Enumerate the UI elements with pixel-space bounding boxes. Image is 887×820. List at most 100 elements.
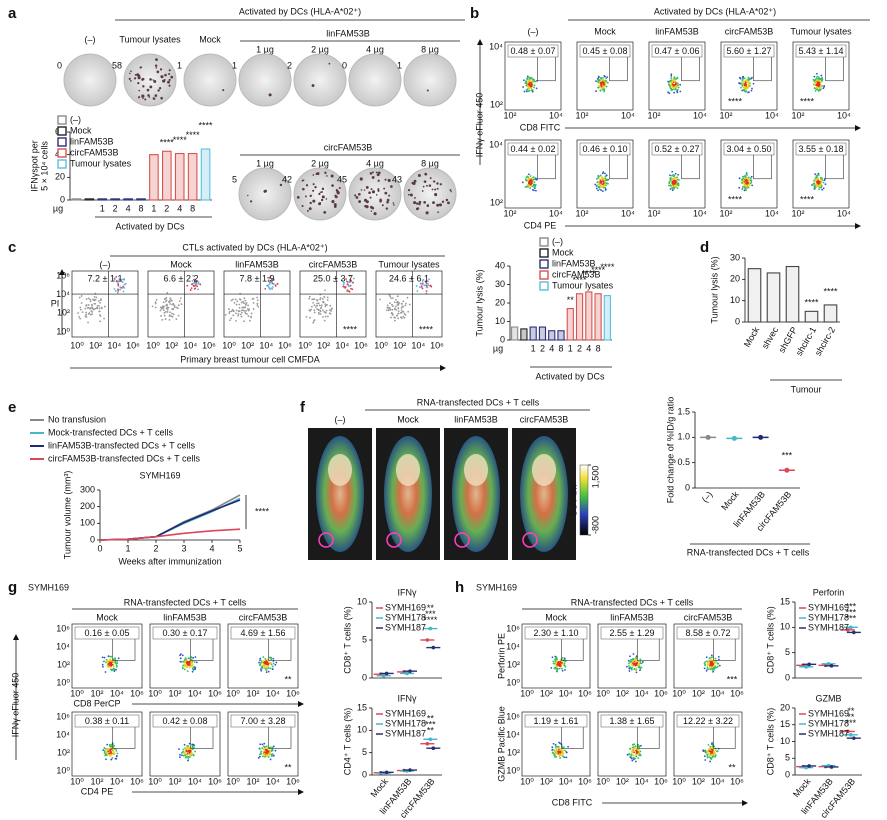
event-dot [750,180,753,183]
event-dot [812,78,815,81]
gate-box [651,44,703,58]
spot [386,198,390,202]
event-dot [187,657,190,660]
legend-swatch [539,237,549,247]
event-dot [635,669,638,671]
event-dot [319,313,322,315]
event-dot [394,316,396,319]
event-dot [154,301,157,304]
event-dot [705,656,708,659]
event-dot [604,82,607,84]
event-dot [744,174,746,177]
y-tick-label: 10 [357,596,367,606]
spot [363,189,366,191]
event-dot [387,306,390,309]
event-dot [162,301,165,304]
event-dot [419,282,422,285]
event-dot [166,309,169,311]
event-dot [600,189,603,192]
event-dot [823,85,826,88]
spot [369,172,373,175]
event-dot [88,312,91,314]
y-axis-label: PI [51,298,60,308]
event-dot [243,297,246,300]
event-dot [162,309,165,312]
event-dot [237,314,239,317]
event-dot [96,307,99,310]
axis-tick-label: 10⁰ [148,776,162,786]
event-dot [551,749,553,751]
event-dot [670,89,673,91]
spot [325,175,328,177]
event-dot [600,176,603,178]
bar [557,330,565,341]
event-dot [402,310,405,313]
spot [415,207,419,211]
event-dot [669,85,671,88]
event-dot [230,310,233,313]
y-tick-label: 20 [730,274,740,284]
model-label: SYMH169 [28,582,69,592]
spot [137,96,141,99]
event-dot [155,298,158,301]
gate-value: 6.6 ± 2.2 [164,273,199,283]
event-dot [401,302,403,305]
event-dot [595,187,598,190]
event-dot [669,188,672,190]
event-dot [708,756,711,758]
bar [136,198,146,201]
event-dot [673,182,676,185]
event-dot [177,314,180,317]
axis-tick-label: 10² [317,340,330,350]
spot [304,195,307,198]
event-dot [199,283,202,286]
axis-tick-label: 10² [246,776,259,786]
spot [333,205,337,208]
spot [168,69,171,72]
event-dot [745,80,748,82]
event-dot [714,666,717,669]
axis-tick-label: 10⁰ [520,688,534,698]
event-dot [102,660,105,663]
event-dot [425,290,428,292]
event-dot [183,663,186,666]
event-dot [182,754,185,757]
event-dot [108,664,111,667]
event-dot [110,758,113,761]
gate-value: 8.58 ± 0.72 [686,628,731,638]
event-dot [267,665,270,667]
spot [155,67,158,69]
event-dot [237,310,240,313]
event-dot [314,306,317,308]
event-dot [244,299,247,302]
event-dot [116,291,119,294]
axis-tick-label: 10⁰ [226,776,240,786]
event-dot [184,750,187,753]
event-dot [817,185,819,188]
event-dot [639,667,642,670]
event-dot [633,658,636,661]
event-dot [178,300,181,302]
event-dot [818,82,821,85]
event-dot [420,285,423,287]
y-tick-label: 15 [357,702,367,712]
gate-value: 1.19 ± 1.61 [534,716,579,726]
axis-tick-label: 10² [507,747,520,757]
axis-tick-label: 10⁴ [56,289,70,299]
event-dot [558,751,561,754]
spot [426,184,428,187]
event-dot [257,305,260,308]
gate-box [579,142,631,156]
event-dot [175,318,178,321]
event-dot [245,309,248,312]
event-dot [553,754,556,757]
event-dot [179,297,182,300]
event-dot [390,297,392,300]
legend-label: Mock [552,247,574,257]
event-dot [811,184,813,186]
event-dot [190,751,193,754]
event-dot [718,664,721,667]
event-dot [604,189,607,191]
gate-value: 0.47 ± 0.06 [655,46,700,56]
event-dot [565,756,568,759]
